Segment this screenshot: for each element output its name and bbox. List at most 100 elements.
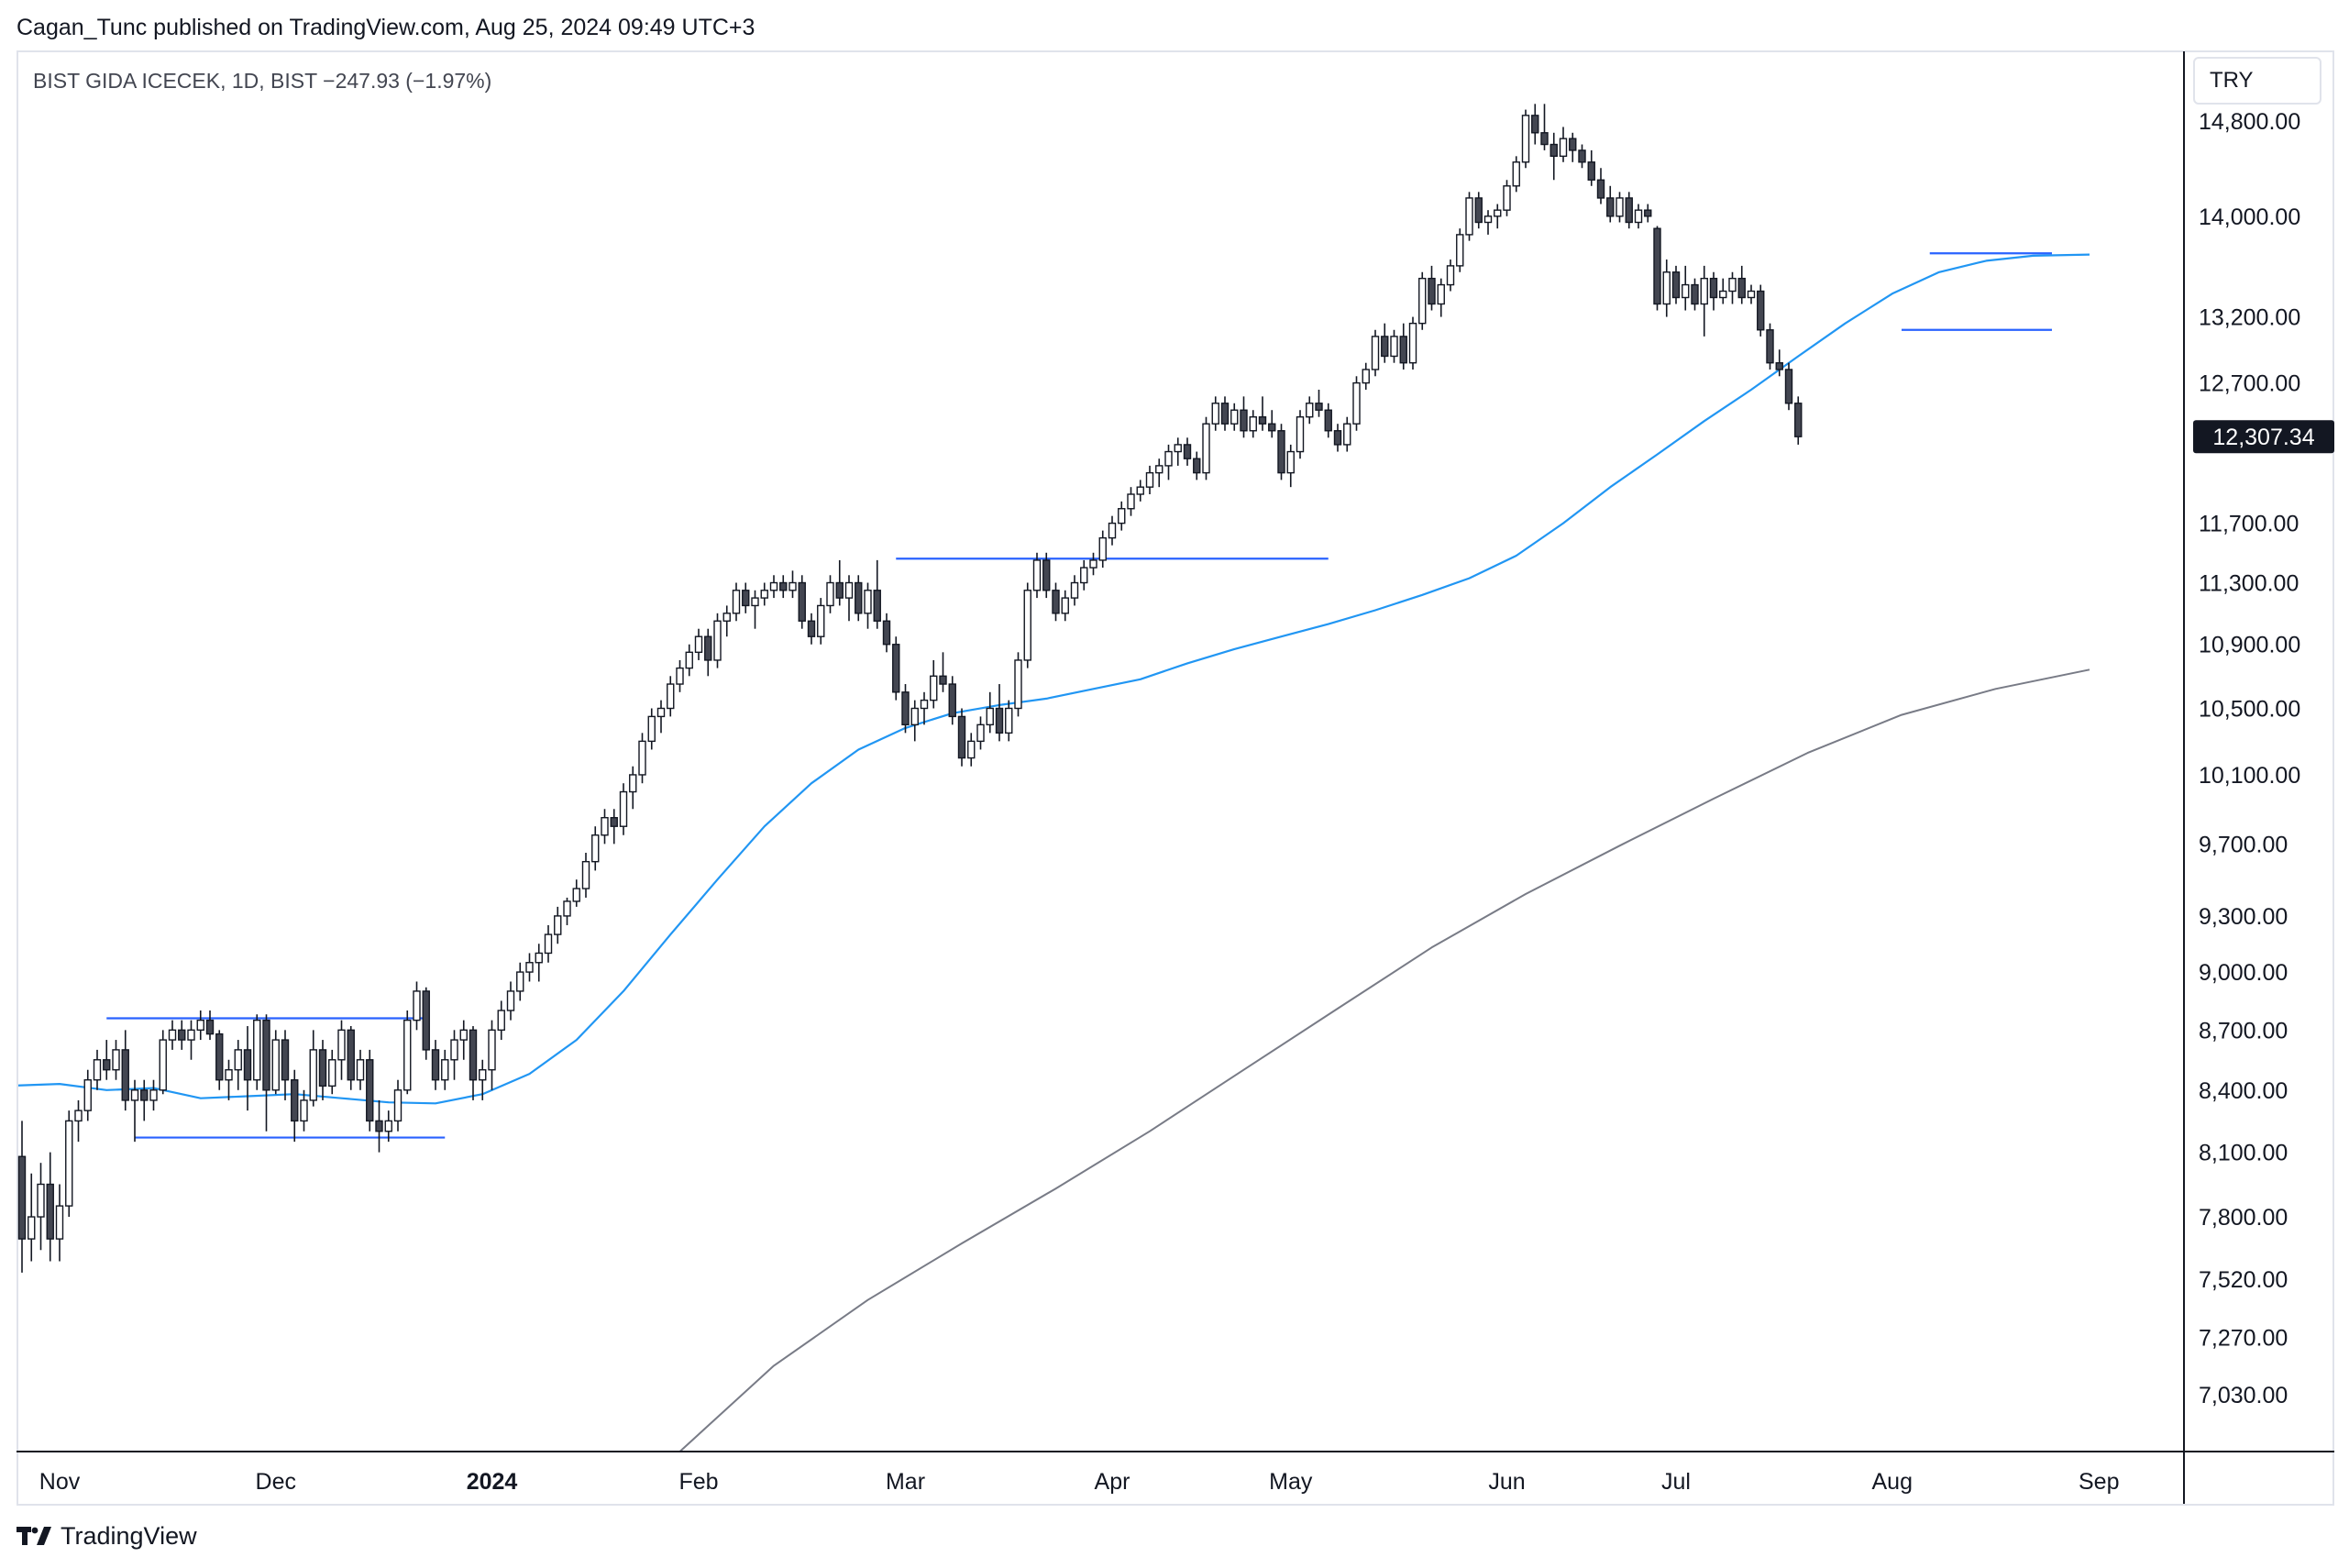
candle[interactable]: [1700, 265, 1708, 337]
candle[interactable]: [844, 575, 854, 622]
candle[interactable]: [1296, 410, 1305, 459]
candle[interactable]: [1437, 278, 1445, 317]
candle[interactable]: [967, 733, 976, 767]
candle[interactable]: [638, 733, 646, 784]
candle[interactable]: [1164, 444, 1173, 480]
candle[interactable]: [328, 1049, 336, 1095]
candle[interactable]: [1070, 575, 1079, 606]
candle[interactable]: [130, 1079, 139, 1143]
candle[interactable]: [751, 590, 759, 629]
candle[interactable]: [1118, 501, 1126, 531]
candle[interactable]: [46, 1152, 54, 1262]
candle[interactable]: [1390, 329, 1398, 363]
candle[interactable]: [1671, 265, 1681, 304]
candle[interactable]: [619, 783, 628, 835]
candle[interactable]: [281, 1030, 290, 1100]
candle[interactable]: [479, 1059, 487, 1100]
candle[interactable]: [1098, 530, 1107, 569]
candle[interactable]: [291, 1069, 299, 1143]
candle[interactable]: [121, 1030, 129, 1111]
candle[interactable]: [262, 1014, 270, 1132]
candle[interactable]: [1286, 444, 1295, 488]
candle[interactable]: [920, 691, 929, 725]
candle[interactable]: [17, 1121, 27, 1273]
candle[interactable]: [1691, 278, 1699, 311]
candle[interactable]: [1606, 185, 1615, 223]
candle[interactable]: [939, 652, 947, 692]
candle[interactable]: [65, 1110, 73, 1218]
candle[interactable]: [55, 1184, 64, 1262]
candle[interactable]: [1794, 396, 1803, 445]
candle[interactable]: [1408, 316, 1417, 370]
candle[interactable]: [1784, 362, 1793, 411]
candle[interactable]: [1578, 144, 1586, 169]
candle[interactable]: [1616, 192, 1624, 223]
candle[interactable]: [384, 1110, 392, 1143]
candle[interactable]: [1483, 210, 1493, 235]
candle[interactable]: [798, 575, 806, 629]
candle[interactable]: [1174, 437, 1182, 466]
candle[interactable]: [732, 582, 741, 622]
candle[interactable]: [1549, 132, 1558, 181]
candle[interactable]: [1220, 396, 1230, 431]
candle[interactable]: [1108, 515, 1117, 546]
candle[interactable]: [1080, 559, 1088, 591]
candle[interactable]: [422, 987, 430, 1060]
candle[interactable]: [901, 684, 910, 734]
candle[interactable]: [1559, 127, 1568, 162]
candle[interactable]: [591, 826, 600, 871]
symbol-legend[interactable]: BIST GIDA ICECEK, 1D, BIST −247.93 (−1.9…: [33, 69, 492, 93]
candle[interactable]: [855, 575, 863, 622]
candle[interactable]: [159, 1030, 167, 1095]
candle[interactable]: [544, 924, 553, 963]
candle[interactable]: [393, 1079, 403, 1132]
candle[interactable]: [1653, 226, 1661, 311]
candle[interactable]: [74, 1099, 83, 1143]
candle[interactable]: [253, 1014, 261, 1090]
candle[interactable]: [441, 1049, 449, 1090]
candle[interactable]: [1682, 265, 1690, 311]
candle[interactable]: [28, 1173, 36, 1262]
candle[interactable]: [431, 1040, 440, 1090]
candle[interactable]: [563, 897, 571, 925]
candle[interactable]: [347, 1026, 355, 1090]
candle[interactable]: [892, 636, 900, 701]
candle[interactable]: [1202, 416, 1210, 480]
candle[interactable]: [375, 1099, 383, 1153]
candle[interactable]: [1418, 271, 1427, 330]
candle[interactable]: [864, 582, 872, 629]
candle[interactable]: [1587, 149, 1595, 186]
candle[interactable]: [356, 1049, 365, 1090]
candle[interactable]: [1324, 403, 1332, 438]
candle[interactable]: [516, 962, 524, 1001]
candle[interactable]: [667, 676, 675, 717]
candle[interactable]: [234, 1040, 242, 1090]
candle[interactable]: [779, 575, 788, 599]
candle[interactable]: [1315, 389, 1323, 417]
candle[interactable]: [1145, 465, 1154, 494]
candle[interactable]: [1155, 458, 1163, 488]
candle[interactable]: [83, 1069, 92, 1121]
candle[interactable]: [215, 1030, 224, 1090]
candle[interactable]: [1644, 204, 1652, 223]
candle[interactable]: [1719, 278, 1727, 304]
candle[interactable]: [629, 766, 637, 810]
candle[interactable]: [704, 628, 712, 677]
candle[interactable]: [1362, 362, 1370, 390]
candle[interactable]: [525, 953, 534, 982]
candle[interactable]: [1503, 180, 1511, 216]
candle[interactable]: [403, 1010, 412, 1095]
candle[interactable]: [1042, 552, 1051, 599]
candle[interactable]: [742, 582, 750, 613]
candle[interactable]: [1183, 437, 1192, 466]
candle[interactable]: [1333, 424, 1342, 452]
candle[interactable]: [1569, 132, 1577, 162]
tradingview-brand[interactable]: TradingView: [17, 1522, 197, 1551]
candle[interactable]: [1032, 552, 1042, 599]
candle[interactable]: [1757, 284, 1765, 337]
candle[interactable]: [601, 809, 609, 845]
candle[interactable]: [300, 1089, 308, 1132]
candle[interactable]: [225, 1059, 233, 1100]
candle[interactable]: [1014, 652, 1022, 717]
candle[interactable]: [1277, 424, 1285, 480]
